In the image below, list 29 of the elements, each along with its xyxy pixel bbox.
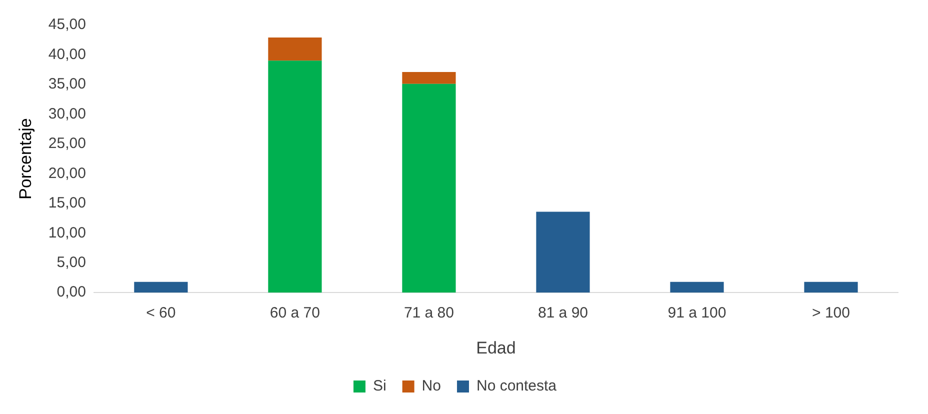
bar (402, 84, 456, 293)
x-tick-label: 81 a 90 (538, 304, 588, 322)
y-tick-label: 10,00 (48, 224, 86, 242)
legend-label: No (422, 378, 441, 395)
x-tick-label: > 100 (812, 304, 850, 322)
y-tick-label: 20,00 (48, 164, 86, 182)
y-tick-label: 5,00 (56, 254, 86, 272)
legend-label: No contesta (476, 378, 558, 395)
y-axis-title: Porcentaje (16, 118, 35, 200)
y-tick-label: 25,00 (48, 135, 86, 152)
bar (268, 60, 322, 293)
x-tick-label: 60 a 70 (270, 304, 320, 322)
x-tick-label: 91 a 100 (668, 304, 726, 322)
legend-label: Si (372, 378, 386, 395)
y-tick-label: 35,00 (48, 76, 86, 93)
y-tick-label: 45,00 (48, 16, 86, 34)
y-tick-label: 30,00 (48, 105, 86, 122)
y-tick-label: 0,00 (56, 284, 86, 301)
bar (402, 72, 456, 84)
y-tick-label: 40,00 (48, 46, 86, 63)
bar (670, 282, 724, 293)
x-axis-title: Edad (476, 338, 516, 358)
bar (134, 282, 188, 293)
y-tick-label: 15,00 (48, 194, 86, 212)
bar (536, 212, 590, 293)
bar (804, 282, 858, 293)
bar (268, 37, 322, 61)
x-tick-label: 71 a 80 (404, 304, 454, 322)
x-tick-label: < 60 (146, 304, 176, 322)
